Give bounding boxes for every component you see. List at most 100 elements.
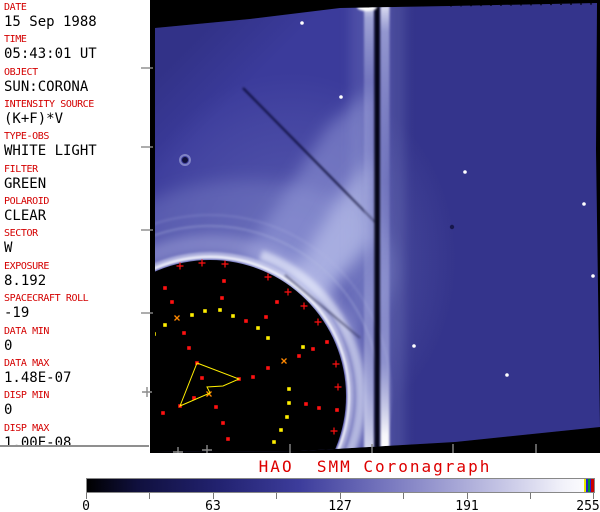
metadata-field-object: OBJECT SUN:CORONA — [4, 67, 150, 95]
colorbar-tick — [149, 493, 150, 499]
metadata-panel: DATE 15 Sep 1988 TIME 05:43:01 UT OBJECT SUN:… — [0, 0, 150, 452]
dark-diagonal-streak-2 — [284, 274, 361, 339]
star-speck — [339, 95, 343, 99]
top-edge-marks — [449, 3, 598, 7]
fiducial-yellow-dot — [285, 415, 289, 419]
star-speck — [300, 21, 304, 25]
fiducial-red-cross — [221, 260, 229, 268]
fiducial-red-dot — [220, 296, 224, 300]
fiducial-red-cross — [264, 273, 272, 281]
saturation-blob — [357, 3, 377, 11]
footer: HAO SMM Coronagraph 0 63 127 191 255 — [0, 453, 600, 512]
field-value: (K+F)*V — [4, 111, 64, 128]
metadata-field-filter: FILTER GREEN — [4, 164, 150, 192]
colorbar-tick — [276, 493, 277, 499]
field-value: WHITE LIGHT — [4, 143, 97, 160]
occulting-disk — [155, 260, 346, 452]
star-speck — [505, 373, 509, 377]
colorbar — [86, 478, 595, 493]
pylon-dark-line — [374, 3, 380, 452]
fiducial-red-dot — [161, 411, 165, 415]
fiducial-red-dot — [297, 354, 301, 358]
fiducial-red-dot — [163, 286, 167, 290]
disk-ring-edge — [155, 255, 351, 452]
colorbar-tick — [213, 493, 214, 499]
colorbar-tick-label: 63 — [205, 499, 221, 512]
fiducial-red-dot — [221, 421, 225, 425]
image-title: HAO SMM Coronagraph — [258, 457, 492, 476]
metadata-field-intensity-source: INTENSITY SOURCE (K+F)*V — [4, 99, 150, 127]
field-value: 1.00E-08 — [4, 434, 72, 451]
dust-bead — [182, 157, 188, 163]
fiducial-red-dot — [226, 437, 230, 441]
fiducial-yellow-dot — [155, 332, 156, 336]
fiducial-yellow-dot — [279, 428, 283, 432]
fiducial-orange-cross — [206, 391, 212, 397]
star-speck — [591, 274, 595, 278]
fiducial-yellow-dot — [256, 326, 260, 330]
field-value: 0 — [4, 402, 13, 419]
field-value: W — [4, 240, 13, 257]
fiducial-red-dot — [182, 331, 186, 335]
coronagraph-image[interactable] — [155, 3, 600, 452]
fiducial-orange-cross — [281, 358, 287, 364]
star-speck — [463, 170, 467, 174]
vertical-bright-band-left — [364, 3, 374, 452]
field-value: 8.192 — [4, 272, 47, 289]
metadata-field-exposure: EXPOSURE 8.192 — [4, 261, 150, 289]
metadata-field-polaroid: POLAROID CLEAR — [4, 196, 150, 224]
field-value: SUN:CORONA — [4, 78, 89, 95]
field-label: OBJECT — [4, 66, 38, 78]
fiducial-red-cross — [198, 259, 206, 267]
fiducial-red-dot — [325, 340, 329, 344]
metadata-field-data-max: DATA MAX 1.48E-07 — [4, 358, 150, 386]
field-value: 15 Sep 1988 — [4, 14, 97, 30]
colorbar-tick — [467, 493, 468, 499]
metadata-field-type-obs: TYPE-OBS WHITE LIGHT — [4, 131, 150, 159]
fiducial-red-dot — [304, 402, 308, 406]
colorbar-tick-label: 127 — [328, 499, 352, 512]
field-value: -19 — [4, 305, 30, 322]
metadata-field-sector: SECTOR W — [4, 228, 150, 256]
field-label: DATA MAX — [4, 357, 49, 369]
fiducial-red-dot — [244, 319, 248, 323]
field-value: GREEN — [4, 175, 47, 192]
dust-bead-halo — [179, 154, 191, 166]
colorbar-tick — [340, 493, 341, 499]
colorbar-tick-label: 255 — [576, 499, 600, 512]
fiducial-red-cross — [334, 383, 342, 391]
fiducial-red-dot — [222, 279, 226, 283]
image-canvas — [150, 0, 600, 453]
colorbar-tick — [530, 493, 531, 499]
fiducial-red-cross — [176, 262, 184, 270]
field-label: SECTOR — [4, 228, 38, 240]
star-speck — [582, 202, 586, 206]
field-value: 05:43:01 UT — [4, 46, 97, 63]
dust-speck — [449, 224, 455, 230]
colorbar-tick — [403, 493, 404, 499]
vertical-bright-band-right — [380, 3, 390, 452]
fiducial-red-cross — [300, 302, 308, 310]
metadata-field-time: TIME 05:43:01 UT — [4, 34, 150, 62]
fiducial-yellow-dot — [190, 313, 194, 317]
metadata-field-data-min: DATA MIN 0 — [4, 326, 150, 354]
metadata-field-disp-min: DISP MIN 0 — [4, 390, 150, 418]
colorbar-tick — [86, 493, 87, 499]
fiducial-yellow-dot — [231, 314, 235, 318]
fiducial-red-dot — [251, 375, 255, 379]
star-speck — [412, 344, 416, 348]
fiducial-red-cross — [314, 318, 322, 326]
coronagraph-graphics — [155, 3, 598, 452]
field-label: DATA MIN — [4, 325, 49, 337]
fiducial-yellow-dot — [266, 336, 270, 340]
annotation-polygon — [179, 362, 241, 407]
fiducial-red-cross — [330, 427, 338, 435]
fiducial-red-dot — [335, 408, 339, 412]
metadata-field-spacecraft-roll: SPACECRAFT ROLL -19 — [4, 293, 150, 321]
fiducial-red-dot — [317, 406, 321, 410]
fiducial-red-dot — [266, 366, 270, 370]
sidebar-bottom-border — [0, 445, 149, 447]
field-label: TYPE-OBS — [4, 131, 49, 143]
fiducial-orange-cross — [174, 315, 180, 321]
